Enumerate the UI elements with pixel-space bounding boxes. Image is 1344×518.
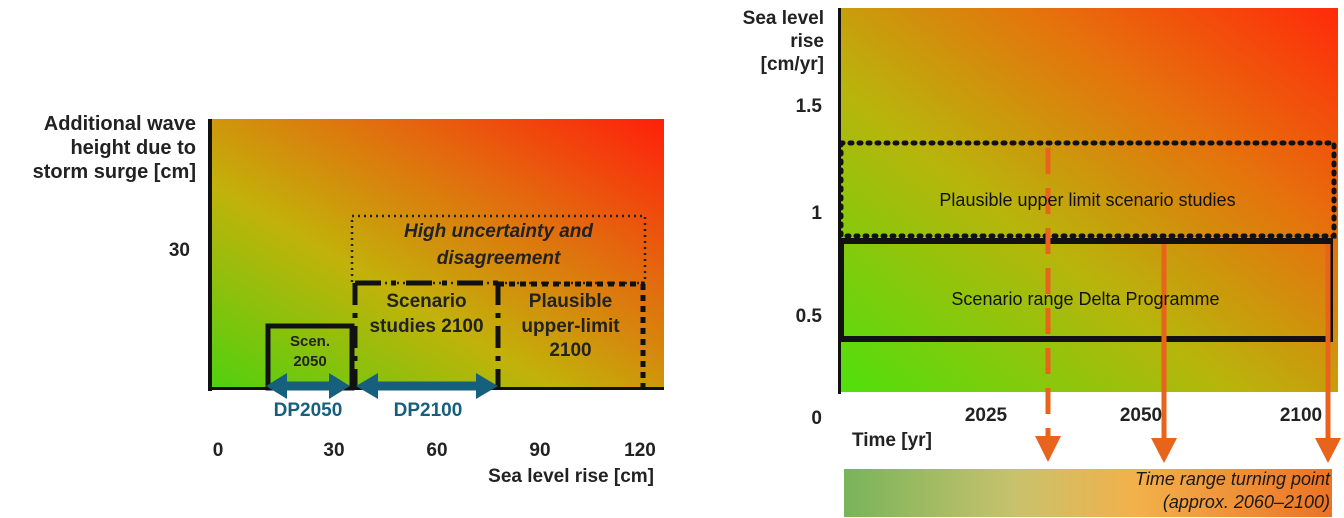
right-x-tick: 2100: [1279, 405, 1323, 426]
right-x-tick: 2050: [1119, 405, 1163, 426]
left-x-tick: 60: [426, 440, 448, 461]
right-y-tick: 0: [811, 408, 822, 429]
box-high-uncertainty-text: High uncertainty and disagreement: [404, 221, 593, 269]
arrow-dp2100-label: DP2100: [393, 400, 463, 421]
left-x-tick: 120: [624, 440, 656, 461]
left-plot-area: [210, 119, 664, 389]
left-boxes: [265, 214, 647, 399]
left-y-tick-30: 30: [168, 240, 190, 261]
right-y-axis-label: Sea level rise [cm/yr]: [742, 8, 824, 75]
box-plausible-upper-limit-text: Plausible upper limit scenario studies: [939, 190, 1236, 210]
turning-arrow-right-head: [1315, 438, 1341, 463]
box-scenario-2100-text: Scenario studies 2100: [369, 291, 484, 337]
arrow-dp2100-left-head: [356, 373, 378, 399]
arrow-dp2050-right-head: [329, 373, 350, 399]
right-x-axis-label: Time [yr]: [852, 430, 932, 451]
turning-point-bar: [844, 469, 1332, 517]
left-y-axis-line: [208, 119, 212, 391]
arrow-dp2050-label: DP2050: [273, 400, 343, 421]
right-y-tick: 1: [811, 203, 822, 224]
box-plausible-text: Plausible upper-limit 2100: [521, 291, 620, 362]
right-x-tick: 2025: [964, 405, 1008, 426]
left-x-axis-label: Sea level rise [cm]: [488, 466, 654, 487]
arrow-dp2100-right-head: [476, 373, 498, 399]
right-y-tick: 0.5: [795, 306, 822, 327]
left-y-axis-label: Additional wave height due to storm surg…: [32, 113, 196, 183]
turning-point-text: Time range turning point (approx. 2060–2…: [1135, 469, 1330, 512]
box-scen-2050-text: Scen. 2050: [289, 333, 331, 371]
box-scenario-range-delta-text: Scenario range Delta Programme: [951, 289, 1220, 309]
left-x-tick: 0: [212, 440, 224, 461]
left-x-tick: 30: [323, 440, 345, 461]
right-y-tick: 1.5: [795, 96, 822, 117]
box-plausible-upper-limit: [838, 140, 1337, 239]
turning-arrow-mid-head: [1151, 438, 1177, 463]
turning-arrow-dashed-head: [1035, 436, 1061, 462]
right-boxes: [838, 140, 1341, 463]
left-x-tick: 90: [529, 440, 551, 461]
arrow-dp2050-left-head: [266, 373, 287, 399]
right-plot-area: [840, 8, 1338, 392]
